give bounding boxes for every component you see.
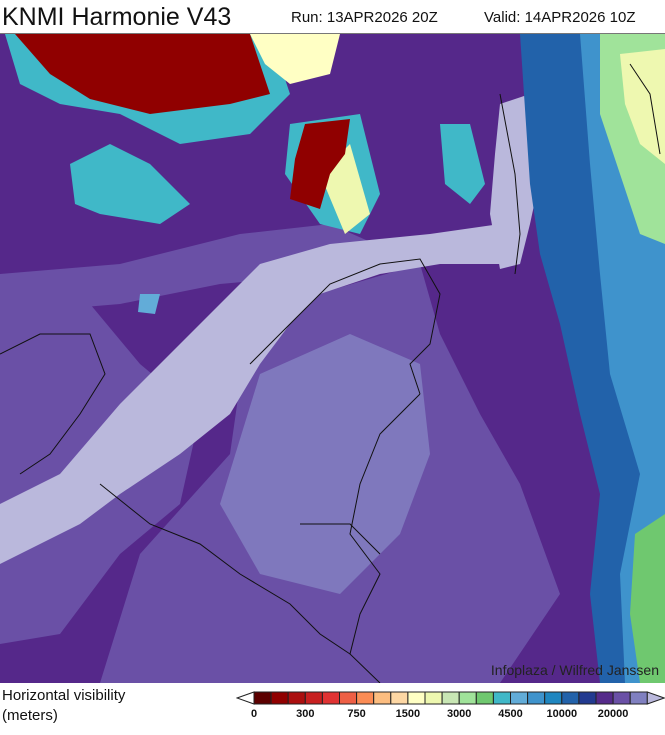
credit-text: Infoplaza / Wilfred Janssen [490,662,659,678]
colorbar-box [510,691,529,705]
legend-label-line1: Horizontal visibility [2,687,126,704]
colorbar-box [475,691,494,705]
zone-mid-north [0,224,420,314]
colorbar [236,691,665,705]
fog-cyan-w1 [70,144,190,224]
colorbar-tick-label: 10000 [546,708,578,720]
colorbar-box [321,691,341,705]
colorbar-box [492,691,511,705]
colorbar-box [253,691,272,705]
fog-yellow-n [250,34,340,84]
colorbar-over-arrow [646,691,665,705]
colorbar-under-arrow [236,691,255,705]
zone-yellow-east [620,49,665,164]
zone-green-se [630,514,665,683]
colorbar-box [561,691,580,705]
colorbar-box [612,691,631,705]
fog-red-center [290,119,350,209]
colorbar-box [339,691,358,705]
chart-title: KNMI Harmonie V43 [2,3,232,31]
zone-lavender-sea [0,224,510,564]
colorbar-box [458,691,477,705]
legend-label-line2: (meters) [2,707,58,724]
colorbar-tick-label: 300 [296,708,315,720]
colorbar-box [373,691,392,705]
zone-light-land [220,334,430,594]
legend-label: Horizontal visibility (meters) [2,686,125,726]
colorbar-box [270,691,289,705]
colorbar-box [407,691,426,705]
colorbar-tick-label: 0 [250,708,258,720]
colorbar-box [287,691,306,705]
colorbar-box [527,691,546,705]
colorbar-box [578,691,597,705]
colorbar-tick-label: 1500 [395,708,421,720]
colorbar-ticks: 0 300 750 1500 3000 4500 10000 20000 [0,708,665,722]
colorbar-box [595,691,614,705]
colorbar-tick-label: 4500 [498,708,523,720]
colorbar-tick-label: 750 [347,708,366,720]
colorbar-box [441,691,460,705]
fog-cyan-w2 [440,124,485,204]
colorbar-box [356,691,375,705]
colorbar-tick-label: 3000 [446,708,472,720]
fog-cyan-small [138,294,160,314]
map-canvas [0,34,665,683]
colorbar-box [544,691,563,705]
visibility-map: Infoplaza / Wilfred Janssen [0,33,665,683]
run-time: Run: 13APR2026 20Z [291,9,438,26]
colorbar-box [424,691,443,705]
colorbar-tick-label: 20000 [597,708,629,720]
valid-time: Valid: 14APR2026 10Z [484,9,636,26]
colorbar-box [390,691,409,705]
colorbar-box [629,691,648,705]
fog-red-nw [15,34,270,114]
borders [0,63,661,683]
colorbar-box [304,691,323,705]
